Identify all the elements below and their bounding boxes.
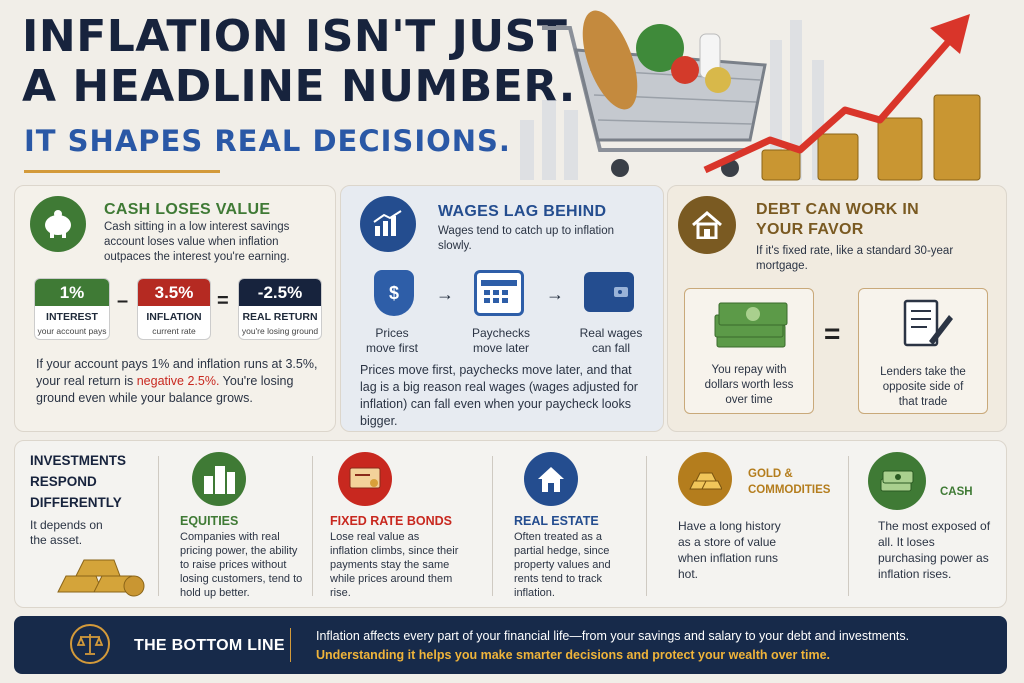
debt-equals: = [824,318,841,349]
bar-chart-icon [360,196,416,252]
hero-illustration [520,10,981,181]
bottom-line-title: THE BOTTOM LINE [134,637,285,654]
gold-title: GOLD & COMMODITIES [748,468,831,496]
wallet-icon [584,272,634,312]
divider [848,456,849,596]
gold-bars-icon [57,559,145,597]
step-paychecks: Paychecks move later [471,326,531,355]
investments-panel [14,440,1007,608]
real-return-box: -2.5% REAL RETURN you're losing ground [238,278,322,340]
cash-description: Cash sitting in a low interest savings a… [104,221,290,263]
bonds-title: FIXED RATE BONDS [330,514,452,528]
divider [158,456,159,596]
coin-stacks-icon [761,94,981,181]
investments-title: INVESTMENTS RESPOND DIFFERENTLY [30,453,127,510]
cash-body-text: If your account pays 1% and inflation ru… [36,357,318,405]
bond-certificate-icon [338,452,392,506]
equities-text: Companies with real pricing power, the a… [180,531,303,599]
divider [646,456,647,596]
debt-title: DEBT CAN WORK IN YOUR FAVOR [756,201,920,238]
real-estate-text: Often treated as a partial hedge, since … [514,531,611,599]
investments-description: It depends on the asset. [30,518,103,547]
real-return-sub: you're losing ground [241,326,319,336]
inflation-box: 3.5% INFLATION current rate [137,278,211,340]
headline-line-2: A HEADLINE NUMBER. [22,61,576,112]
bottom-line-highlight: Understanding it helps you make smarter … [316,648,831,662]
debt-description: If it's fixed rate, like a standard 30-y… [756,245,954,272]
arrow-icon: → [436,284,454,304]
bottom-divider [290,628,291,662]
real-estate-icon [524,452,578,506]
minus-operator: – [117,290,129,312]
bottom-line-text: Inflation affects every part of your fin… [316,629,910,643]
repay-card: You repay with dollars worth less over tim… [684,288,814,414]
contract-pen-icon [903,299,953,347]
divider [312,456,313,596]
cash-title: CASH LOSES VALUE [104,201,271,218]
calendar-icon [474,270,524,316]
shopping-cart-icon [542,10,767,177]
equals-operator: = [217,290,229,312]
interest-sub: your account pays [37,326,107,336]
gold-text: Have a long history as a store of value … [678,519,781,581]
buildings-icon [192,452,246,506]
piggy-bank-icon [30,196,86,252]
step-prices: Prices move first [365,326,418,355]
headline: INFLATION ISN'T JUST A HEADLINE NUMBER. [22,12,576,112]
equities-title: EQUITIES [180,514,239,528]
negative-return-text: negative 2.5%. [136,374,220,388]
bottom-line-banner: THE BOTTOM LINE Inflation affects every … [14,616,1007,674]
cash-asset-text: The most exposed of all. It loses purcha… [878,519,991,581]
rising-arrow-icon [703,14,970,174]
interest-label: INTEREST [46,311,98,323]
inflation-label: INFLATION [146,311,202,323]
inflation-sub: current rate [152,326,196,336]
headline-line-1: INFLATION ISN'T JUST [22,11,568,62]
header-underline [24,170,220,173]
arrow-icon: → [546,284,564,304]
real-estate-title: REAL ESTATE [514,514,599,528]
step-real-wages: Real wages can fall [579,326,643,355]
house-icon [678,196,736,254]
scales-icon [70,624,110,664]
interest-value: 1% [35,279,109,306]
subheadline: IT SHAPES REAL DECISIONS. [24,124,511,158]
real-return-label: REAL RETURN [242,311,318,323]
wages-title: WAGES LAG BEHIND [438,203,607,220]
bonds-text: Lose real value as inflation climbs, sin… [330,531,459,599]
interest-box: 1% INTEREST your account pays [34,278,110,340]
lender-card: Lenders take the opposite side of that tra… [858,288,988,414]
cash-icon [868,452,926,510]
inflation-value: 3.5% [138,279,210,306]
price-tag-icon: $ [374,270,414,316]
gold-icon [678,452,732,506]
wages-body-text: Prices move first, paychecks move later,… [360,363,638,428]
wages-description: Wages tend to catch up to inflation slow… [438,225,615,252]
divider [492,456,493,596]
cash-stack-icon [714,302,788,348]
real-return-value: -2.5% [239,279,321,306]
cash-asset-title: CASH [940,486,973,498]
